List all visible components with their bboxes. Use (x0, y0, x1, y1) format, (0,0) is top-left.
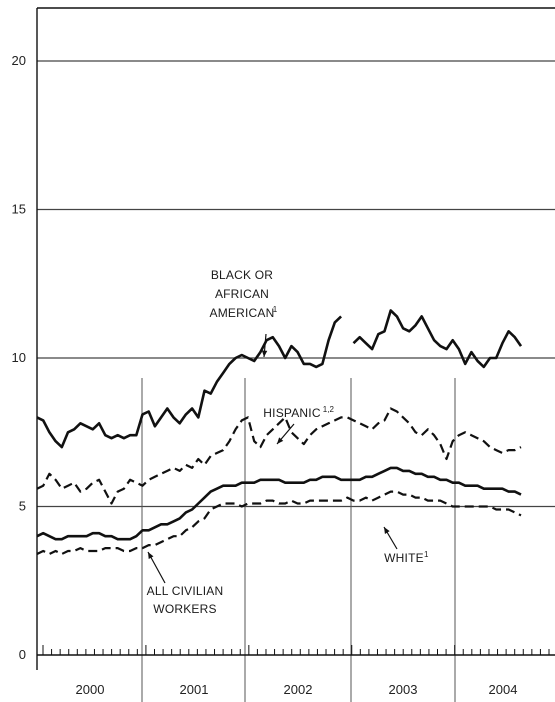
series-line-hispanic (36, 407, 522, 505)
arrowhead-icon (261, 350, 268, 357)
annotation-hispanic-label: HISPANIC 1,2 (263, 405, 335, 445)
arrowhead-icon (277, 437, 284, 444)
year-label-2004: 2004 (489, 682, 518, 697)
series-line-black-or-african-american (36, 309, 523, 449)
year-label-2002: 2002 (284, 682, 313, 697)
gridlines (37, 60, 555, 508)
year-label-2000: 2000 (76, 682, 105, 697)
annotation-white-label: WHITE 1 (383, 526, 429, 565)
y-axis-tick-labels: 0 5 10 15 20 (12, 53, 26, 662)
annotation-footnote: 1 (273, 305, 278, 314)
x-axis-year-labels: 2000 2001 2002 2003 2004 (76, 682, 518, 697)
year-label-2001: 2001 (180, 682, 209, 697)
annotation-footnote: 1,2 (323, 405, 335, 414)
annotation-text: WHITE (384, 551, 424, 565)
annotation-text: AFRICAN (215, 287, 269, 301)
annotation-text: BLACK OR (211, 268, 273, 282)
y-tick-label-10: 10 (12, 350, 26, 365)
annotation-text: AMERICAN (210, 306, 275, 320)
series-line-white (36, 490, 522, 556)
annotation-all-civilian-label: ALL CIVILIAN WORKERS (147, 551, 224, 616)
y-tick-label-15: 15 (12, 202, 26, 217)
annotation-text: ALL CIVILIAN (147, 584, 224, 598)
arrowhead-icon (148, 552, 154, 559)
year-label-2003: 2003 (389, 682, 418, 697)
series-line-all-civilian-workers (36, 466, 522, 541)
plot-frame (36, 7, 555, 670)
annotation-footnote: 1 (424, 550, 429, 559)
y-tick-label-0: 0 (19, 647, 26, 662)
y-tick-label-5: 5 (19, 499, 26, 514)
x-axis-month-ticks (42, 645, 550, 655)
series-lines (36, 309, 523, 556)
annotation-text: WORKERS (153, 602, 216, 616)
y-tick-label-20: 20 (12, 53, 26, 68)
annotation-text: HISPANIC (263, 406, 321, 420)
arrowhead-icon (384, 527, 390, 534)
